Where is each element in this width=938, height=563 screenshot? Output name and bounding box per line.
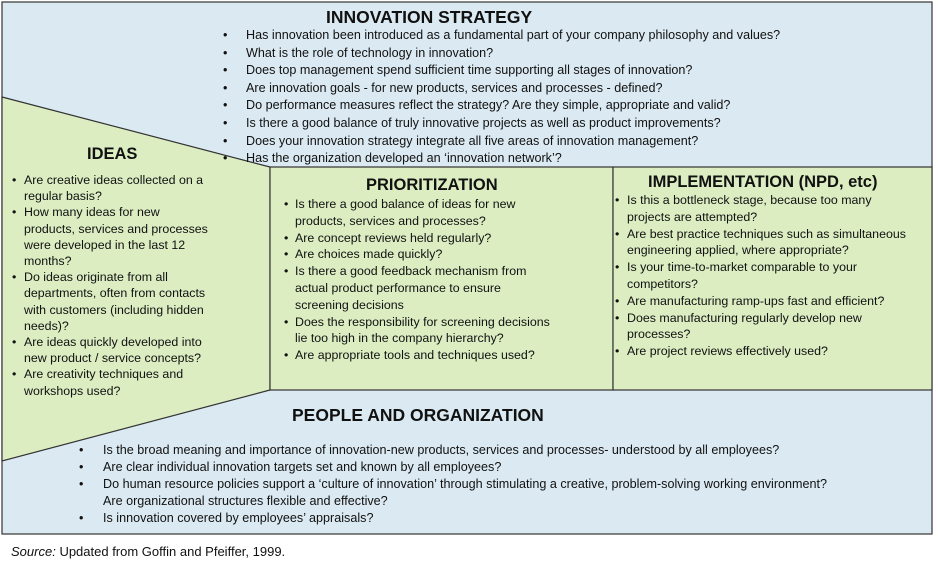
list-item: Are concept reviews held regularly? [283,230,609,247]
innovation-strategy-title: INNOVATION STRATEGY [326,7,533,27]
list-item: Are clear individual innovation targets … [78,459,933,476]
list-item-line: engineering applied, where appropriate? [627,243,849,258]
list-item-line: Are project reviews effectively used? [627,344,828,359]
list-item-line: Is there a good balance of ideas for new [295,197,516,211]
list-item-line: Are ideas quickly developed into [24,335,202,350]
list-item-line: Has innovation been introduced as a fund… [246,28,781,42]
list-item-line: products, services and processes? [295,213,486,228]
list-item-line: Do human resource policies support a ‘cu… [103,477,828,491]
list-item-line: Are clear individual innovation targets … [103,460,502,474]
list-item: Are choices made quickly? [283,246,609,263]
list-item: Is there a good balance of ideas for new… [283,196,609,230]
list-item-line: Are choices made quickly? [295,247,443,262]
implementation-questions: Is this a bottleneck stage, because too … [614,192,937,360]
list-item-line: regular basis? [24,189,102,204]
list-item: Has innovation been introduced as a fund… [222,27,922,45]
source-text: Updated from Goffin and Pfeiffer, 1999. [59,544,286,559]
list-item: Are manufacturing ramp-ups fast and effi… [614,293,937,310]
list-item-line: Does top management spend sufficient tim… [246,63,693,78]
list-item-line: Is the broad meaning and importance of i… [103,443,780,457]
list-item-line: lie too high in the company hierarchy? [295,331,504,346]
list-item: Are best practice techniques such as sim… [614,226,937,260]
list-item-line: projects are attempted? [627,209,758,224]
list-item-line: processes? [627,327,691,342]
list-item-line: Are creative ideas collected on a [24,173,204,187]
list-item-line: Does your innovation strategy integrate … [246,133,699,148]
list-item: Are project reviews effectively used? [614,343,937,360]
list-item: Is there a good balance of truly innovat… [222,115,922,133]
list-item: Is the broad meaning and importance of i… [78,442,933,459]
list-item: Do ideas originate from alldepartments, … [11,269,266,334]
source-caption: Source: Updated from Goffin and Pfeiffer… [11,544,285,559]
ideas-questions: Are creative ideas collected on a regular… [11,172,266,399]
list-item-line: Are creativity techniques and [24,367,184,382]
list-item: Do performance measures reflect the stra… [222,97,922,115]
list-item: Has the organization developed an ‘innov… [222,150,922,168]
list-item-line: Do performance measures reflect the stra… [246,98,731,113]
list-item-line: Does the responsibility for screening de… [295,314,550,329]
list-item-line: Is this a bottleneck stage, because too … [627,193,872,207]
list-item-line: products, services and processes [24,221,208,236]
list-item-line: Are manufacturing ramp-ups fast and effi… [627,293,885,308]
people-organization-questions: Is the broad meaning and importance of i… [78,442,933,527]
list-item-line: Are organizational structures flexible a… [103,494,388,508]
list-item-line: Is there a good balance of truly innovat… [246,115,721,130]
list-item-line: Are concept reviews held regularly? [295,230,492,245]
list-item-line: Are innovation goals - for new products,… [246,80,663,95]
list-item: Are innovation goals - for new products,… [222,80,922,98]
list-item: Does manufacturing regularly develop new… [614,310,937,344]
list-item: Is your time-to-market comparable to you… [614,259,937,293]
list-item-line: Do ideas originate from all [24,270,168,285]
list-item-line: competitors? [627,276,698,291]
list-item: Is there a good feedback mechanism froma… [283,263,609,313]
list-item-line: actual product performance to ensure [295,280,501,295]
list-item-line: were developed in the last 12 [24,237,186,252]
list-item: What is the role of technology in innova… [222,45,922,63]
people-organization-title: PEOPLE AND ORGANIZATION [292,405,544,425]
list-item-line: months? [24,254,72,269]
list-item-line: departments, often from contacts [24,286,206,301]
list-item: Do human resource policies support a ‘cu… [78,476,933,510]
list-item-line: Is innovation covered by employees’ appr… [103,511,374,525]
list-item: Does your innovation strategy integrate … [222,133,922,151]
list-item: Does top management spend sufficient tim… [222,62,922,80]
list-item-line: How many ideas for new [24,205,160,220]
list-item-line: needs)? [24,318,69,333]
list-item-line: Does manufacturing regularly develop new [627,310,862,325]
list-item-line: Are appropriate tools and techniques use… [295,348,535,363]
list-item: Is this a bottleneck stage, because too … [614,192,937,226]
list-item: Is innovation covered by employees’ appr… [78,510,933,527]
list-item: Does the responsibility for screening de… [283,314,609,348]
list-item-line: Is there a good feedback mechanism from [295,264,527,279]
prioritization-title: PRIORITIZATION [366,176,498,194]
ideas-title: IDEAS [87,145,138,163]
list-item-line: screening decisions [295,297,404,312]
source-label: Source: [11,544,56,559]
list-item: Are creative ideas collected on a regular… [11,172,266,204]
list-item-line: new product / service concepts? [24,351,202,366]
list-item-line: Is your time-to-market comparable to you… [627,260,857,275]
list-item-line: workshops used? [24,383,121,398]
list-item-line: with customers (including hidden [24,302,204,317]
list-item: Are appropriate tools and techniques use… [283,347,609,364]
prioritization-questions: Is there a good balance of ideas for new… [283,196,609,364]
implementation-title: IMPLEMENTATION (NPD, etc) [648,173,878,191]
innovation-strategy-questions: Has innovation been introduced as a fund… [222,27,922,168]
list-item-line: Has the organization developed an ‘innov… [246,151,562,166]
list-item-line: What is the role of technology in innova… [246,45,494,60]
list-item-line: Are best practice techniques such as sim… [627,226,906,241]
